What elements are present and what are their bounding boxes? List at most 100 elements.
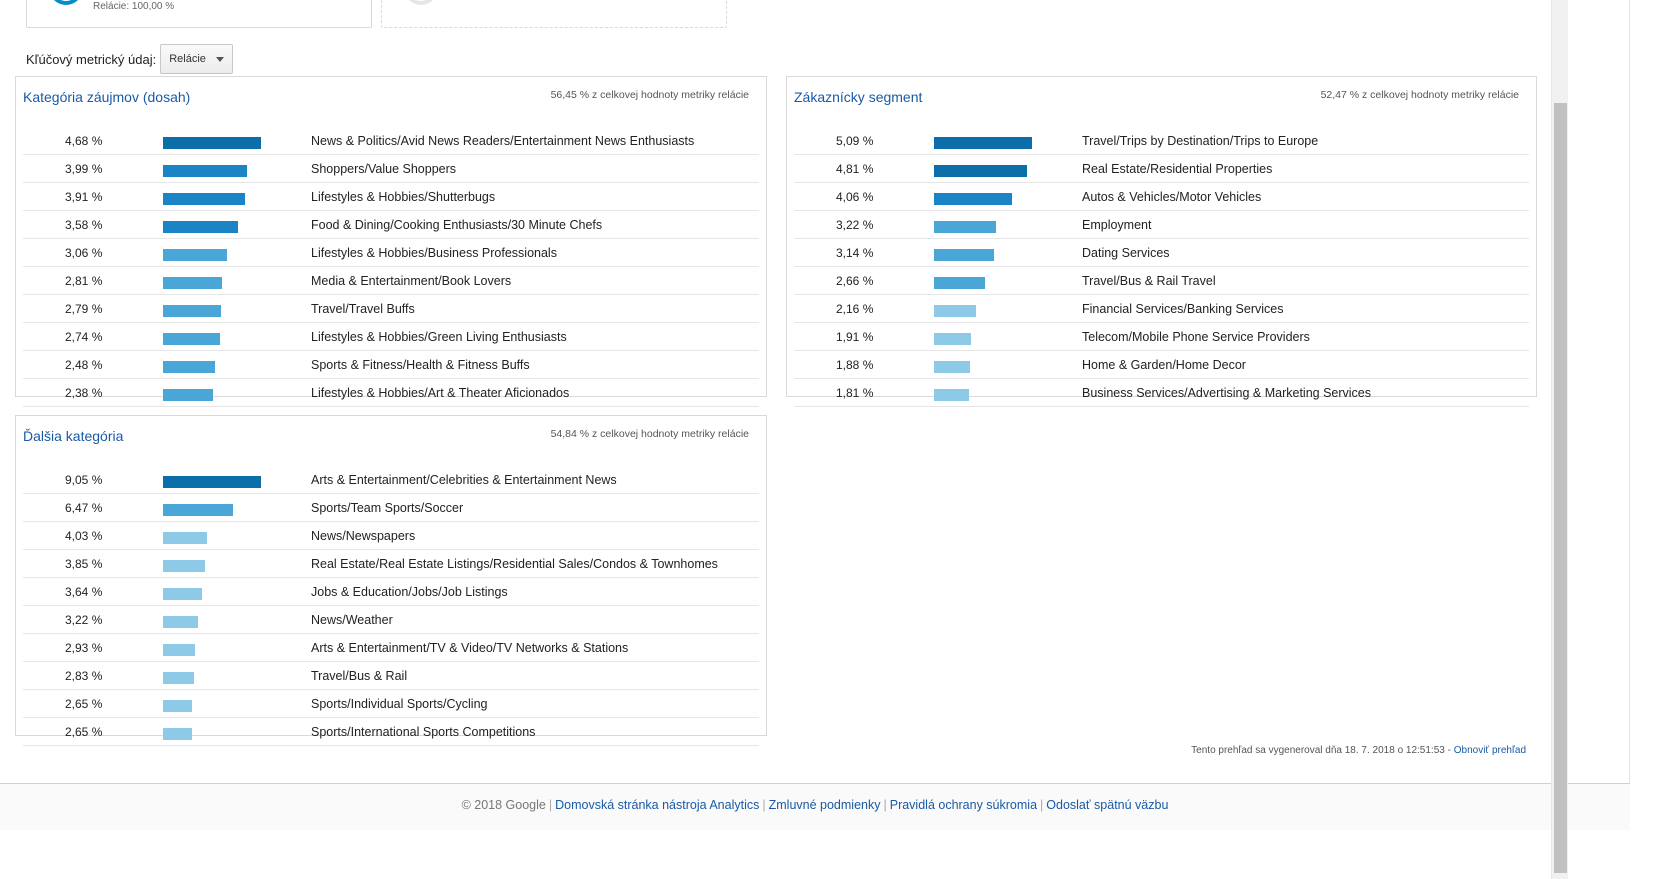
category-name: Real Estate/Residential Properties: [1082, 162, 1273, 176]
category-name: News/Weather: [311, 613, 393, 627]
category-bar-track: [163, 165, 261, 177]
category-row[interactable]: 4,03 % News/Newspapers: [23, 522, 759, 550]
caret-down-icon: [215, 57, 224, 62]
category-row[interactable]: 2,79 % Travel/Travel Buffs: [23, 295, 759, 323]
category-row[interactable]: 2,65 % Sports/International Sports Compet…: [23, 718, 759, 746]
category-bar: [934, 137, 1032, 149]
category-bar-track: [934, 137, 1032, 149]
footer-divider: [0, 783, 1630, 784]
category-bar-track: [163, 221, 261, 233]
footer: © 2018 Google | Domovská stránka nástroja …: [0, 798, 1630, 812]
category-row[interactable]: 2,38 % Lifestyles & Hobbies/Art & Theater…: [23, 379, 759, 407]
category-bar-track: [163, 249, 261, 261]
category-bar-track: [934, 305, 1032, 317]
category-row[interactable]: 3,85 % Real Estate/Real Estate Listings/R…: [23, 550, 759, 578]
category-row[interactable]: 3,14 % Dating Services: [794, 239, 1529, 267]
category-row[interactable]: 2,83 % Travel/Bus & Rail: [23, 662, 759, 690]
category-bar: [934, 361, 971, 373]
category-bar: [163, 305, 222, 317]
category-row[interactable]: 3,64 % Jobs & Education/Jobs/Job Listings: [23, 578, 759, 606]
category-name: Home & Garden/Home Decor: [1082, 358, 1246, 372]
category-name: Sports/Individual Sports/Cycling: [311, 697, 488, 711]
panel-total: 54,84 % z celkovej hodnoty metriky relác…: [550, 428, 749, 440]
category-percentage: 3,22 %: [65, 613, 103, 627]
category-bar-track: [163, 476, 261, 488]
panel-other-category: Ďalšia kategória 54,84 % z celkovej hodn…: [15, 415, 767, 746]
report-content: Relácie: 100,00 % Kľúčový metrický údaj:…: [15, 0, 1630, 830]
category-bar-track: [163, 504, 261, 516]
category-row[interactable]: 4,06 % Autos & Vehicles/Motor Vehicles: [794, 183, 1529, 211]
category-percentage: 1,88 %: [836, 358, 874, 372]
category-row[interactable]: 9,05 % Arts & Entertainment/Celebrities &…: [23, 466, 759, 494]
category-row[interactable]: 5,09 % Travel/Trips by Destination/Trips …: [794, 127, 1529, 155]
category-row[interactable]: 3,91 % Lifestyles & Hobbies/Shutterbugs: [23, 183, 759, 211]
category-row[interactable]: 2,81 % Media & Entertainment/Book Lovers: [23, 267, 759, 295]
category-name: Sports/International Sports Competitions: [311, 725, 536, 739]
category-bar-track: [163, 700, 261, 712]
category-percentage: 2,79 %: [65, 302, 103, 316]
category-percentage: 5,09 %: [836, 134, 874, 148]
category-row[interactable]: 3,06 % Lifestyles & Hobbies/Business Prof…: [23, 239, 759, 267]
category-name: Food & Dining/Cooking Enthusiasts/30 Min…: [311, 218, 603, 232]
category-bar: [163, 277, 222, 289]
category-percentage: 2,93 %: [65, 641, 103, 655]
footer-link-privacy[interactable]: Pravidlá ochrany súkromia: [889, 798, 1038, 812]
category-percentage: 4,68 %: [65, 134, 103, 148]
category-bar: [163, 588, 203, 600]
category-name: Travel/Bus & Rail: [311, 669, 408, 683]
footer-link-analytics-home[interactable]: Domovská stránka nástroja Analytics: [555, 798, 760, 812]
scrollbar-thumb[interactable]: [1554, 103, 1567, 873]
category-bar: [163, 700, 192, 712]
footer-link-terms[interactable]: Zmluvné podmienky: [768, 798, 881, 812]
category-row[interactable]: 4,68 % News & Politics/Avid News Readers/…: [23, 127, 759, 155]
category-bar-track: [163, 389, 261, 401]
category-name: Sports/Team Sports/Soccer: [311, 501, 464, 515]
category-row[interactable]: 1,91 % Telecom/Mobile Phone Service Provi…: [794, 323, 1529, 351]
key-metric-dropdown[interactable]: Relácie: [160, 44, 233, 74]
category-bar: [934, 389, 969, 401]
category-row[interactable]: 1,81 % Business Services/Advertising & Ma…: [794, 379, 1529, 407]
category-row[interactable]: 2,16 % Financial Services/Banking Service…: [794, 295, 1529, 323]
category-percentage: 3,91 %: [65, 190, 103, 204]
category-row[interactable]: 6,47 % Sports/Team Sports/Soccer: [23, 494, 759, 522]
panel-total: 56,45 % z celkovej hodnoty metriky relác…: [550, 89, 749, 101]
category-name: Employment: [1082, 218, 1152, 232]
category-row[interactable]: 2,65 % Sports/Individual Sports/Cycling: [23, 690, 759, 718]
panel-interest-affinity: Kategória záujmov (dosah) 56,45 % z celk…: [15, 76, 767, 407]
category-bar-track: [934, 193, 1032, 205]
report-generated-text: Tento prehľad sa vygeneroval dňa 18. 7. …: [1191, 745, 1454, 756]
category-bar-track: [163, 193, 261, 205]
category-row[interactable]: 2,66 % Travel/Bus & Rail Travel: [794, 267, 1529, 295]
category-row[interactable]: 3,99 % Shoppers/Value Shoppers: [23, 155, 759, 183]
footer-link-feedback[interactable]: Odoslať spätnú väzbu: [1046, 798, 1169, 812]
category-row[interactable]: 3,22 % News/Weather: [23, 606, 759, 634]
category-name: Business Services/Advertising & Marketin…: [1082, 386, 1372, 400]
category-row[interactable]: 2,48 % Sports & Fitness/Health & Fitness …: [23, 351, 759, 379]
category-bar-track: [163, 616, 261, 628]
category-name: Lifestyles & Hobbies/Shutterbugs: [311, 190, 496, 204]
footer-separator: |: [883, 798, 887, 812]
category-bar-track: [163, 333, 261, 345]
category-percentage: 3,14 %: [836, 246, 874, 260]
refresh-report-link[interactable]: Obnoviť prehľad: [1453, 745, 1526, 756]
category-row[interactable]: 2,74 % Lifestyles & Hobbies/Green Living …: [23, 323, 759, 351]
category-bar: [163, 221, 238, 233]
category-percentage: 2,65 %: [65, 725, 103, 739]
category-name: Travel/Bus & Rail Travel: [1082, 274, 1216, 288]
category-row[interactable]: 3,22 % Employment: [794, 211, 1529, 239]
category-row[interactable]: 4,81 % Real Estate/Residential Properties: [794, 155, 1529, 183]
category-row[interactable]: 3,58 % Food & Dining/Cooking Enthusiasts/…: [23, 211, 759, 239]
category-percentage: 3,58 %: [65, 218, 103, 232]
category-bar-track: [163, 532, 261, 544]
summary-card-empty: [381, 0, 727, 28]
category-bar-track: [163, 560, 261, 572]
key-metric-selected: Relácie: [169, 53, 206, 65]
category-percentage: 3,22 %: [836, 218, 874, 232]
category-row[interactable]: 1,88 % Home & Garden/Home Decor: [794, 351, 1529, 379]
category-bar: [934, 305, 976, 317]
category-bar: [163, 361, 215, 373]
category-row[interactable]: 2,93 % Arts & Entertainment/TV & Video/TV…: [23, 634, 759, 662]
category-bar: [934, 333, 971, 345]
vertical-scrollbar[interactable]: [1551, 0, 1568, 879]
category-name: Dating Services: [1082, 246, 1170, 260]
